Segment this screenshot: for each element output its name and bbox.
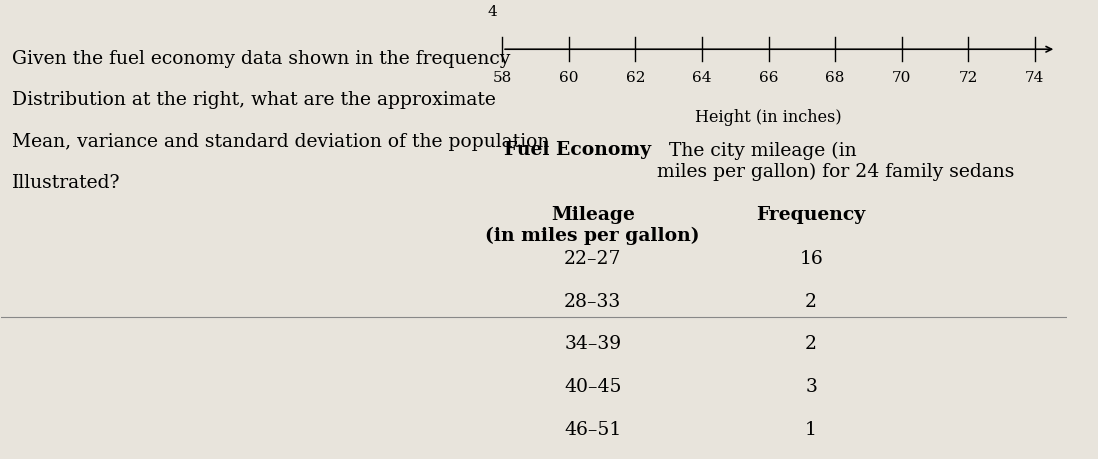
Text: 40–45: 40–45 — [564, 377, 621, 395]
Text: 64: 64 — [692, 71, 712, 84]
Text: Illustrated?: Illustrated? — [12, 174, 121, 191]
Text: 2: 2 — [805, 292, 817, 310]
Text: 60: 60 — [559, 71, 579, 84]
Text: Frequency: Frequency — [757, 206, 865, 224]
Text: 70: 70 — [892, 71, 911, 84]
Text: 28–33: 28–33 — [564, 292, 621, 310]
Text: 62: 62 — [626, 71, 646, 84]
Text: Mean, variance and standard deviation of the population: Mean, variance and standard deviation of… — [12, 132, 549, 150]
Text: 46–51: 46–51 — [564, 420, 621, 438]
Text: 2: 2 — [805, 335, 817, 353]
Text: 72: 72 — [959, 71, 978, 84]
Text: The city mileage (in
miles per gallon) for 24 family sedans: The city mileage (in miles per gallon) f… — [657, 141, 1015, 180]
Text: Height (in inches): Height (in inches) — [695, 109, 842, 126]
Text: 34–39: 34–39 — [564, 335, 621, 353]
Text: 3: 3 — [805, 377, 817, 395]
Text: Mileage
(in miles per gallon): Mileage (in miles per gallon) — [485, 206, 699, 245]
Text: 4: 4 — [488, 5, 496, 19]
Text: Fuel Economy: Fuel Economy — [504, 141, 651, 159]
Text: 22–27: 22–27 — [564, 250, 621, 268]
Text: 66: 66 — [759, 71, 778, 84]
Text: Distribution at the right, what are the approximate: Distribution at the right, what are the … — [12, 91, 496, 109]
Text: 58: 58 — [493, 71, 512, 84]
Text: 68: 68 — [826, 71, 844, 84]
Text: Given the fuel economy data shown in the frequency: Given the fuel economy data shown in the… — [12, 50, 511, 68]
Text: 74: 74 — [1026, 71, 1044, 84]
Text: 16: 16 — [799, 250, 824, 268]
Text: 1: 1 — [805, 420, 817, 438]
